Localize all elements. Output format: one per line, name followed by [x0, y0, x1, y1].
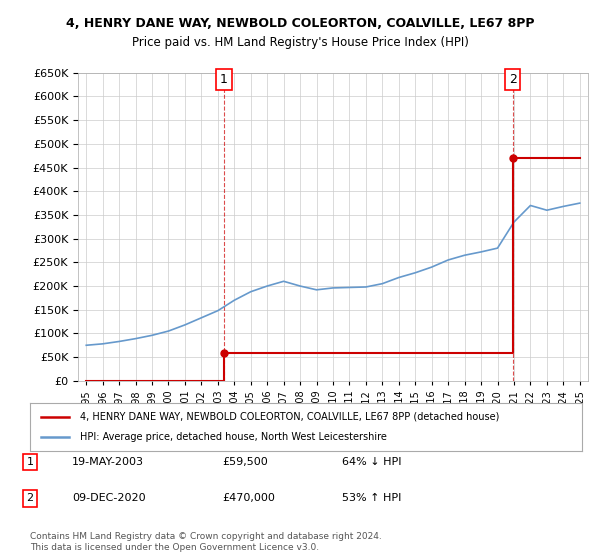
Text: 64% ↓ HPI: 64% ↓ HPI [342, 457, 401, 467]
Text: 09-DEC-2020: 09-DEC-2020 [72, 493, 146, 503]
Text: HPI: Average price, detached house, North West Leicestershire: HPI: Average price, detached house, Nort… [80, 432, 386, 442]
Text: £59,500: £59,500 [222, 457, 268, 467]
Text: 1: 1 [26, 457, 34, 467]
Text: 2: 2 [509, 73, 517, 86]
Text: Price paid vs. HM Land Registry's House Price Index (HPI): Price paid vs. HM Land Registry's House … [131, 36, 469, 49]
Text: Contains HM Land Registry data © Crown copyright and database right 2024.
This d: Contains HM Land Registry data © Crown c… [30, 532, 382, 552]
Point [219, 348, 229, 357]
Text: 1: 1 [220, 73, 228, 86]
Text: £470,000: £470,000 [222, 493, 275, 503]
Text: 19-MAY-2003: 19-MAY-2003 [72, 457, 144, 467]
Text: 53% ↑ HPI: 53% ↑ HPI [342, 493, 401, 503]
Text: 4, HENRY DANE WAY, NEWBOLD COLEORTON, COALVILLE, LE67 8PP (detached house): 4, HENRY DANE WAY, NEWBOLD COLEORTON, CO… [80, 412, 499, 422]
Text: 4, HENRY DANE WAY, NEWBOLD COLEORTON, COALVILLE, LE67 8PP: 4, HENRY DANE WAY, NEWBOLD COLEORTON, CO… [66, 17, 534, 30]
Point [508, 153, 517, 162]
Text: 2: 2 [26, 493, 34, 503]
